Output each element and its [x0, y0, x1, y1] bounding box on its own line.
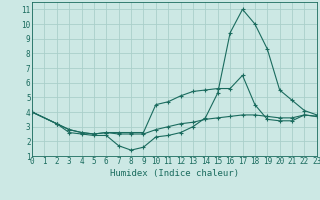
X-axis label: Humidex (Indice chaleur): Humidex (Indice chaleur)	[110, 169, 239, 178]
